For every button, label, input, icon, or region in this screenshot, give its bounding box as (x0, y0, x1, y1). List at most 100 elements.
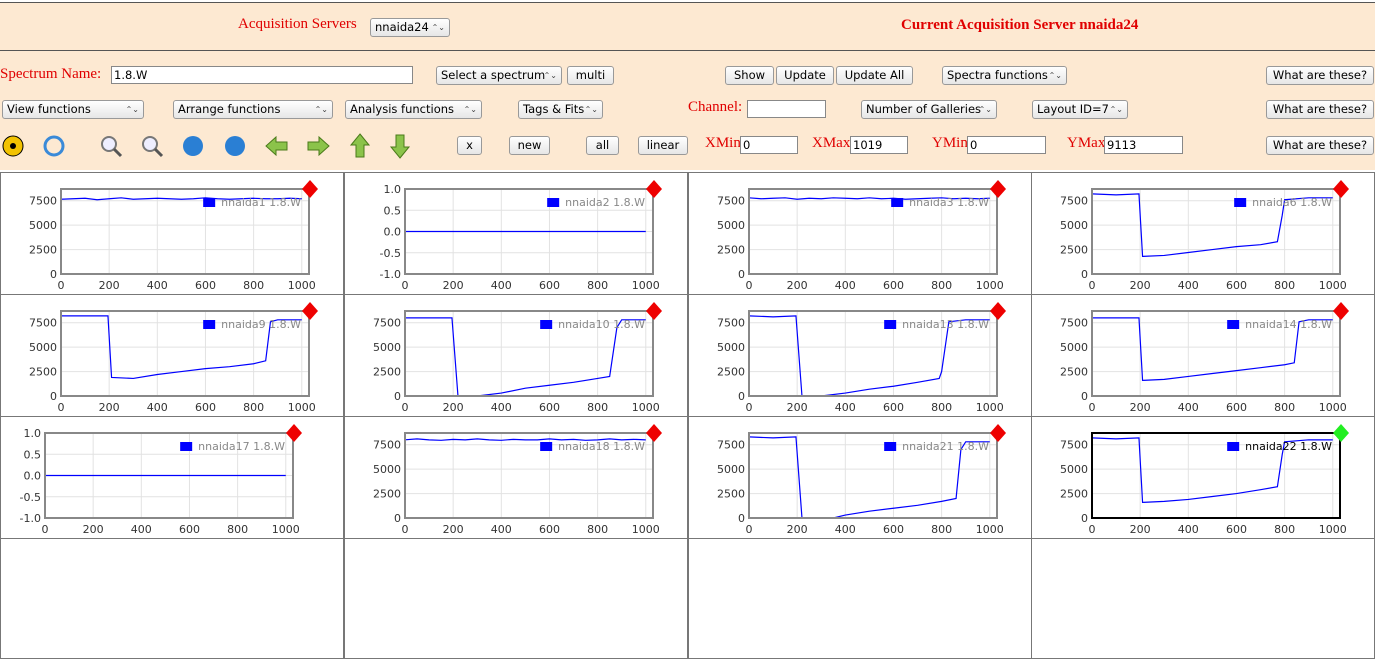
expand-up-icon[interactable] (225, 136, 245, 156)
up-arrow[interactable] (349, 133, 371, 158)
y-tick-label: 5000 (717, 219, 745, 232)
x-tick-label: 0 (58, 401, 65, 414)
gallery-cell[interactable]: 0 2500 5000 7500 0 200 400 600 800 1000 nnaida6 1.… (1031, 172, 1375, 295)
y-tick-label: 2500 (1060, 244, 1088, 257)
spectrum-name-input[interactable]: 1.8.W (111, 66, 413, 84)
help-button[interactable]: What are these? (1266, 66, 1374, 85)
down-arrow[interactable] (389, 134, 411, 159)
zoom-in-icon[interactable] (101, 136, 117, 152)
new-button[interactable]: new (509, 136, 550, 155)
gallery-cell[interactable]: 0 2500 5000 7500 0 200 400 600 800 1000 nnaida3 1.… (688, 172, 1032, 295)
expand-down-icon[interactable] (183, 136, 203, 156)
x-tick-label: 600 (883, 279, 904, 292)
x-tick-label: 400 (491, 401, 512, 414)
x-tick-label: 200 (443, 523, 464, 536)
update-button[interactable]: Update (776, 66, 834, 85)
gallery-cell[interactable]: 0 2500 5000 7500 0 200 400 600 800 1000 nnaida14 1… (1031, 294, 1375, 417)
gallery-cell[interactable]: 0 2500 5000 7500 0 200 400 600 800 1000 nnaida10 1… (344, 294, 688, 417)
x-tick-label: 600 (179, 523, 200, 536)
y-tick-label: 7500 (717, 195, 745, 208)
zoom-out-icon[interactable] (142, 136, 158, 152)
right-arrow[interactable] (307, 135, 330, 157)
x-tick-label: 600 (539, 523, 560, 536)
gallery-cell[interactable]: 0 2500 5000 7500 0 200 400 600 800 1000 nnaida22 1… (1031, 416, 1375, 539)
update-all-button[interactable]: Update All (836, 66, 913, 85)
gallery-cell[interactable] (344, 538, 688, 659)
status-marker (302, 302, 318, 320)
legend-label: nnaida17 1.8.W (198, 440, 285, 453)
y-tick-label: 5000 (373, 341, 401, 354)
y-tick-label: 0 (394, 390, 401, 403)
legend-swatch (1227, 442, 1240, 451)
status-marker (1333, 302, 1349, 320)
x-tick-label: 600 (195, 401, 216, 414)
y-tick-label: 7500 (373, 317, 401, 330)
multi-button[interactable]: multi (567, 66, 614, 85)
x-button[interactable]: x (457, 136, 482, 155)
gallery-cell[interactable]: -1.0 -0.5 0.0 0.5 1.0 0 200 400 600 800 1000 nnaida… (344, 172, 688, 295)
gallery-cell[interactable] (1031, 538, 1375, 659)
ymax-input[interactable]: 9113 (1104, 136, 1183, 154)
refresh-icon[interactable] (43, 135, 65, 157)
channel-input[interactable] (747, 100, 826, 118)
arrange-functions[interactable]: Arrange functions (173, 100, 333, 119)
x-tick-label: 400 (1178, 401, 1199, 414)
analysis-functions[interactable]: Analysis functions (345, 100, 482, 119)
y-tick-label: 5000 (373, 463, 401, 476)
help-button[interactable]: What are these? (1266, 100, 1374, 119)
x-tick-label: 200 (443, 401, 464, 414)
legend-label: nnaida9 1.8.W (221, 318, 301, 331)
left-arrow[interactable] (265, 135, 288, 157)
x-tick-label: 800 (243, 279, 264, 292)
x-tick-label: 1000 (1319, 523, 1347, 536)
zoom-out-handle (153, 147, 164, 158)
linear-button[interactable]: linear (638, 136, 688, 155)
legend-swatch (884, 442, 897, 451)
layout-select[interactable]: Layout ID=7 (1032, 100, 1128, 119)
channel-label: Channel: (688, 99, 743, 115)
x-tick-label: 1000 (1319, 401, 1347, 414)
y-tick-label: 5000 (29, 341, 57, 354)
server-select[interactable]: nnaida24 (370, 18, 450, 37)
x-tick-label: 600 (883, 401, 904, 414)
help-button[interactable]: What are these? (1266, 136, 1374, 155)
ymin-label: YMin (932, 135, 968, 151)
xmax-input[interactable]: 1019 (850, 136, 908, 154)
gallery-cell[interactable]: 0 2500 5000 7500 0 200 400 600 800 1000 nnaida1 1.… (0, 172, 344, 295)
y-tick-label: 5000 (1060, 219, 1088, 232)
gallery-cell[interactable] (0, 538, 344, 659)
xmin-input[interactable]: 0 (740, 136, 798, 154)
x-tick-label: 0 (746, 279, 753, 292)
all-button[interactable]: all (586, 136, 619, 155)
select-spectrum[interactable]: Select a spectrum (436, 66, 562, 85)
current-server: Current Acquisition Server nnaida24 (901, 17, 1139, 33)
show-button[interactable]: Show (725, 66, 774, 85)
spectra-functions[interactable]: Spectra functions (942, 66, 1067, 85)
gallery-cell[interactable]: 0 2500 5000 7500 0 200 400 600 800 1000 nnaida18 1… (344, 416, 688, 539)
galleries-select[interactable]: Number of Galleries (861, 100, 997, 119)
gallery-cell[interactable] (688, 538, 1032, 659)
y-tick-label: 0 (1081, 390, 1088, 403)
gallery-cell[interactable]: 0 2500 5000 7500 0 200 400 600 800 1000 nnaida9 1.… (0, 294, 344, 417)
y-tick-label: 0 (738, 390, 745, 403)
gallery-cell[interactable]: -1.0 -0.5 0.0 0.5 1.0 0 200 400 600 800 1000 nnaida… (0, 416, 344, 539)
gallery-cell[interactable]: 0 2500 5000 7500 0 200 400 600 800 1000 nnaida21 1… (688, 416, 1032, 539)
y-tick-label: 7500 (717, 317, 745, 330)
y-tick-label: 7500 (29, 317, 57, 330)
y-tick-label: 7500 (1060, 439, 1088, 452)
legend-label: nnaida2 1.8.W (565, 196, 645, 209)
x-tick-label: 1000 (632, 279, 660, 292)
plot-frame (404, 188, 654, 275)
spectrum-name-label: Spectrum Name: (0, 66, 102, 82)
chart: -1.0 -0.5 0.0 0.5 1.0 0 200 400 600 800 1000 nnaida… (20, 424, 302, 536)
x-tick-label: 1000 (288, 279, 316, 292)
tags-fits[interactable]: Tags & Fits (518, 100, 603, 119)
x-tick-label: 200 (1130, 401, 1151, 414)
y-tick-label: 2500 (717, 488, 745, 501)
ymin-input[interactable]: 0 (967, 136, 1046, 154)
view-functions[interactable]: View functions (2, 100, 144, 119)
gallery-cell[interactable]: 0 2500 5000 7500 0 200 400 600 800 1000 nnaida13 1… (688, 294, 1032, 417)
y-tick-label: 2500 (717, 366, 745, 379)
status-marker (990, 424, 1006, 442)
x-tick-label: 800 (587, 279, 608, 292)
